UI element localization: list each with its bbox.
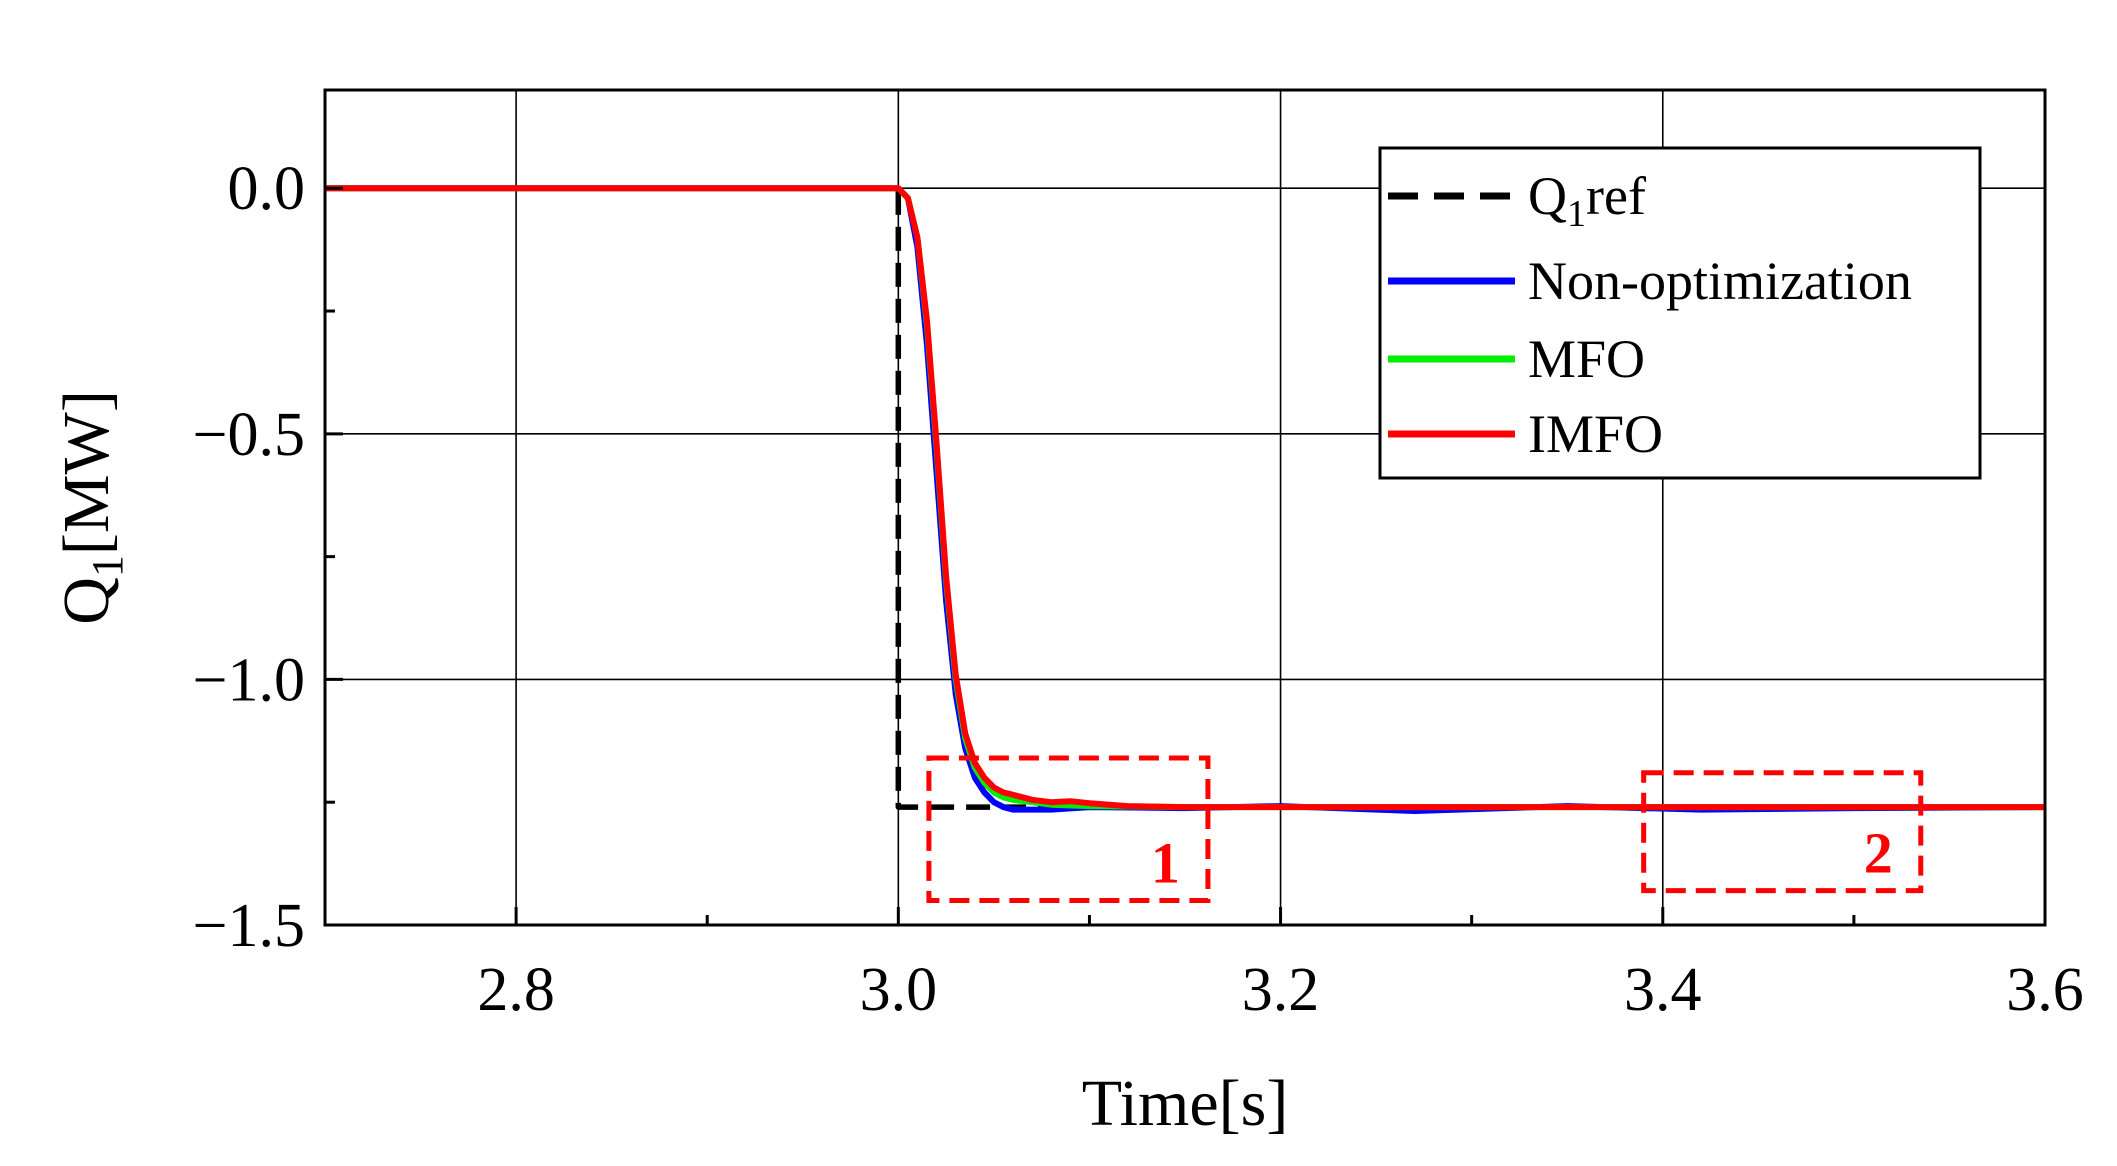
legend-label: Non-optimization [1528, 251, 1912, 311]
zoom-box-2 [1641, 770, 1924, 894]
y-axis-title-sub: 1 [83, 555, 132, 577]
legend-label: MFO [1528, 329, 1645, 389]
y-tick-label: −1.5 [193, 892, 305, 960]
zoom-box-label-1: 1 [1151, 830, 1180, 895]
axis-layer: 2.8 3.0 3.2 3.4 3.60.0−0.5−1.0−1.5Time[s]Q1[… [50, 88, 2084, 1140]
x-tick-label: 3.4 [1624, 956, 1702, 1024]
x-tick-label: 3.2 [1242, 956, 1320, 1024]
zoom-box-label-2: 2 [1864, 821, 1893, 886]
legend-label-sub: 1 [1567, 193, 1586, 235]
y-tick-label: −0.5 [193, 401, 305, 469]
y-tick-label: 0.0 [228, 155, 306, 223]
y-tick-label: −1.0 [193, 646, 305, 714]
legend-box [1378, 146, 1982, 480]
y-axis-title-main: Q [50, 577, 123, 625]
x-tick-label: 2.8 [477, 956, 555, 1024]
legend: Q1ref Non-optimization MFO IMFO [1378, 146, 1982, 480]
series-layer [325, 185, 2045, 814]
series-line-imfo [325, 185, 2045, 811]
plot-frame [323, 88, 2047, 927]
x-tick-label: 3.0 [860, 956, 938, 1024]
legend-label-main: Q [1528, 166, 1567, 226]
x-axis-title: Time[s] [1082, 1067, 1289, 1140]
y-axis-title-unit: [MW] [50, 390, 123, 555]
legend-label: Q1ref [1528, 166, 1646, 235]
legend-label-rest: ref [1586, 166, 1646, 226]
y-axis-title: Q1[MW] [50, 390, 132, 625]
legend-label: IMFO [1528, 404, 1663, 464]
x-tick-label: 3.6 [2006, 956, 2084, 1024]
zoom-box-1 [926, 755, 1211, 903]
